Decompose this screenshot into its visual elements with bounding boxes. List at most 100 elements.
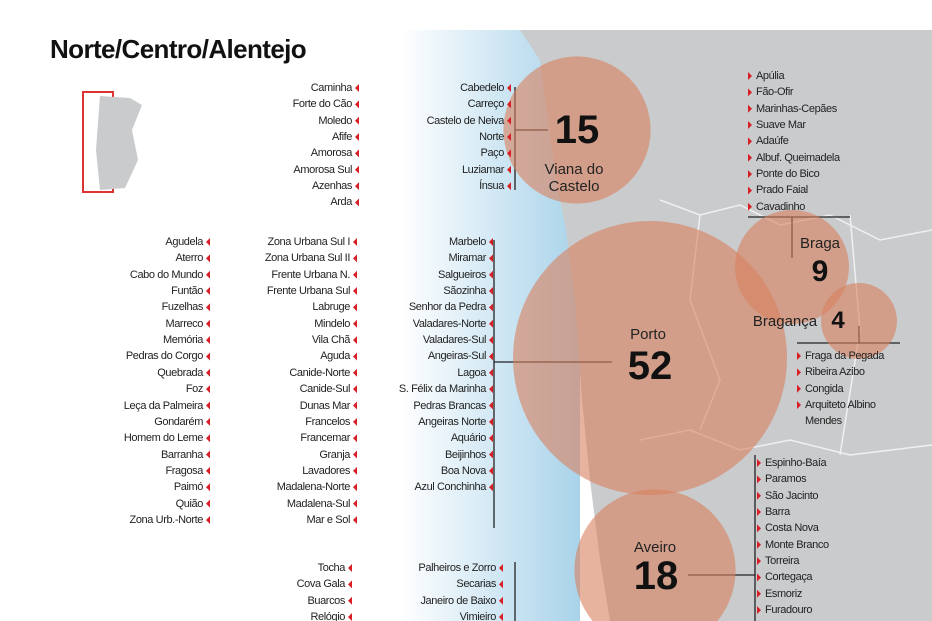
marker — [757, 491, 761, 500]
beach-name: Costa Nova — [765, 522, 819, 535]
beach-name: Canide-Norte — [289, 366, 350, 379]
region-name: Viana do Castelo — [544, 161, 604, 195]
marker — [206, 434, 210, 443]
marker — [748, 104, 752, 113]
marker — [353, 303, 357, 312]
marker — [489, 238, 493, 246]
marker — [355, 149, 359, 158]
beach-name: Adaúfe — [756, 135, 789, 148]
marker — [353, 417, 357, 426]
marker — [499, 564, 503, 572]
marker — [353, 319, 357, 328]
beach-name: Secarias — [456, 578, 496, 591]
marker — [348, 613, 352, 621]
beach-name: Relógio — [310, 611, 345, 621]
marker — [206, 483, 210, 492]
marker — [206, 466, 210, 475]
beach-name: Carreço — [467, 98, 505, 111]
beach-name: Azenhas — [311, 180, 352, 193]
marker — [353, 238, 357, 246]
beach-name: Buarcos — [307, 594, 345, 607]
marker — [353, 385, 357, 394]
beach-name: Madalena-Norte — [276, 481, 351, 494]
marker — [353, 483, 357, 492]
beach-name: Quebrada — [157, 366, 203, 379]
beach-name: Barra — [765, 506, 790, 519]
marker — [353, 270, 357, 279]
beach-name: Angeiras Norte — [418, 415, 486, 428]
marker — [507, 133, 511, 142]
marker — [507, 165, 511, 174]
beach-name: Ponte do Bico — [756, 168, 820, 181]
region-name: Aveiro — [633, 539, 677, 556]
beach-name: Madalena-Sul — [286, 497, 350, 510]
beach-name: Homem do Leme — [123, 432, 204, 445]
beach-name: Azul Conchinha — [414, 481, 487, 494]
beach-name: Sãozinha — [443, 285, 486, 298]
beach-name: Aquário — [450, 432, 487, 445]
marker — [206, 368, 210, 377]
marker — [489, 385, 493, 394]
beach-name: Cortegaça — [765, 571, 813, 584]
beach-name: Arda — [330, 196, 352, 209]
beach-name: Cavadinho — [756, 200, 805, 213]
marker — [348, 580, 352, 589]
count-bubble — [503, 56, 651, 204]
marker — [489, 254, 493, 263]
beach-name: Cabo do Mundo — [129, 268, 203, 281]
marker — [353, 287, 357, 296]
beach-name: Agudela — [165, 236, 203, 248]
marker — [748, 72, 752, 80]
beach-name: Castelo de Neiva — [426, 114, 505, 127]
beach-name: Valadares-Sul — [422, 334, 486, 347]
beach-name: Boa Nova — [440, 464, 487, 477]
marker — [206, 417, 210, 426]
marker — [748, 170, 752, 179]
beach-name: Leça da Palmeira — [123, 399, 204, 412]
beach-name: Aguda — [320, 350, 350, 363]
marker — [206, 254, 210, 263]
beach-name: Senhor da Pedra — [408, 301, 487, 314]
beach-name: Apúlia — [756, 70, 785, 82]
marker — [206, 319, 210, 328]
count-bubble — [574, 489, 736, 621]
marker — [489, 352, 493, 361]
marker — [206, 450, 210, 459]
beach-name: Dunas Mar — [299, 399, 351, 412]
marker — [355, 84, 359, 92]
beach-name: Memória — [163, 334, 203, 347]
beach-name: Fuzelhas — [161, 301, 204, 314]
title: Norte/Centro/Alentejo — [50, 34, 307, 64]
beach-name: Salgueiros — [438, 268, 486, 281]
region-name: Braga — [799, 235, 841, 252]
beach-name: Torreira — [765, 555, 800, 568]
beach-name: Marinhas-Cepães — [756, 102, 837, 115]
region-count: 18 — [633, 554, 679, 598]
beach-name: Luziamar — [461, 163, 504, 176]
beach-name: São Jacinto — [765, 489, 819, 502]
beach-name: S. Félix da Marinha — [398, 383, 487, 396]
marker — [206, 270, 210, 279]
marker — [353, 466, 357, 475]
beach-name: Vila Chã — [311, 334, 351, 347]
beach-name: Quião — [175, 497, 204, 510]
marker — [757, 573, 761, 582]
marker — [499, 596, 503, 605]
marker — [489, 303, 493, 312]
marker — [353, 336, 357, 345]
marker — [355, 133, 359, 142]
beach-name: Barranha — [160, 448, 203, 461]
beach-name: Esmoriz — [765, 587, 802, 600]
marker — [206, 499, 210, 508]
marker — [507, 116, 511, 125]
beach-name: Francelos — [305, 415, 350, 428]
beach-name: Labruge — [312, 301, 350, 314]
marker — [499, 613, 503, 621]
marker — [489, 336, 493, 345]
marker — [748, 137, 752, 146]
marker — [748, 186, 752, 195]
beach-name: Valadares-Norte — [412, 317, 487, 330]
count-bubble — [821, 283, 897, 359]
marker — [348, 564, 352, 572]
marker — [797, 401, 801, 410]
